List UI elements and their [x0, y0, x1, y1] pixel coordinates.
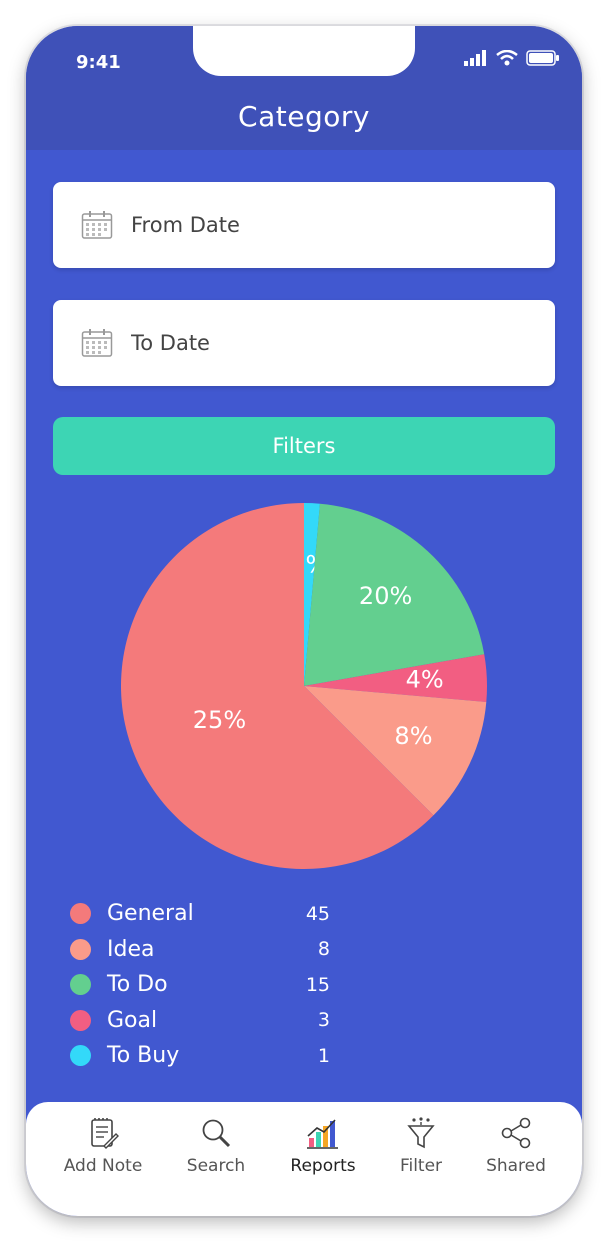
tab-reports[interactable]: Reports [268, 1114, 378, 1176]
to-date-input[interactable] [129, 330, 533, 356]
phone-screen: 9:41 Category [26, 26, 582, 1216]
to-date-field[interactable] [53, 300, 555, 386]
battery-icon [526, 50, 559, 66]
tab-filter[interactable]: Filter [366, 1114, 476, 1176]
from-date-input[interactable] [129, 212, 533, 238]
legend-item: Goal 3 [70, 1003, 350, 1039]
phone-notch [193, 26, 415, 76]
tab-label: Shared [486, 1156, 546, 1176]
tab-search[interactable]: Search [161, 1114, 271, 1176]
legend-label: Goal [107, 1007, 158, 1033]
pie-slice-label: 4% [406, 666, 444, 694]
app-header: 9:41 Category [26, 26, 582, 150]
calendar-icon [81, 329, 113, 357]
pie-slice-general [121, 503, 434, 869]
legend-count: 1 [317, 1044, 330, 1067]
filter-icon [407, 1117, 435, 1149]
legend-swatch [70, 974, 91, 996]
legend-item: General 45 [70, 896, 350, 932]
legend-count: 15 [305, 973, 330, 996]
pie-slice-label: 25% [193, 706, 246, 734]
pie-slice-goal [304, 654, 487, 702]
filters-button[interactable]: Filters [53, 417, 555, 475]
tab-label: Search [186, 1156, 246, 1176]
bottom-tab-bar: Add Note Search [26, 1102, 582, 1216]
legend-label: To Do [107, 972, 168, 998]
pie-slice-idea [304, 686, 487, 816]
legend-label: Idea [107, 936, 155, 962]
tab-label: Add Note [63, 1156, 143, 1176]
legend-label: General [107, 901, 194, 927]
from-date-field[interactable] [53, 182, 555, 268]
pie-slice-label: 8% [394, 722, 432, 750]
legend-label: To Buy [107, 1043, 180, 1069]
tab-shared[interactable]: Shared [461, 1114, 571, 1176]
pie-slice-label: 20% [359, 582, 412, 610]
pie-slice-to-buy [304, 503, 320, 686]
legend-count: 45 [305, 902, 330, 925]
tab-add-note[interactable]: Add Note [48, 1114, 158, 1176]
pie-slice-to-do [304, 503, 485, 686]
legend-swatch [70, 903, 91, 925]
legend-swatch [70, 1009, 91, 1031]
legend-item: To Buy 1 [70, 1038, 350, 1074]
search-icon [202, 1119, 231, 1148]
share-icon [501, 1117, 531, 1149]
legend-count: 8 [317, 938, 330, 961]
legend-item: To Do 15 [70, 967, 350, 1003]
tab-label: Filter [399, 1156, 443, 1176]
calendar-icon [81, 211, 113, 239]
chart-legend: General 45 Idea 8 To Do 15 Goal 3 To Buy… [70, 896, 350, 1074]
signal-icon [464, 50, 486, 66]
reports-icon [307, 1119, 338, 1149]
wifi-icon [496, 50, 518, 66]
status-icons [464, 50, 560, 66]
legend-count: 3 [317, 1009, 330, 1032]
page-title: Category [238, 100, 370, 133]
legend-swatch [70, 1045, 91, 1067]
tab-label: Reports [290, 1156, 356, 1176]
legend-item: Idea 8 [70, 932, 350, 968]
category-pie-chart: 1%20%4%8%25% [121, 503, 487, 869]
legend-swatch [70, 938, 91, 960]
add-note-icon [91, 1118, 119, 1149]
status-time: 9:41 [76, 52, 121, 73]
